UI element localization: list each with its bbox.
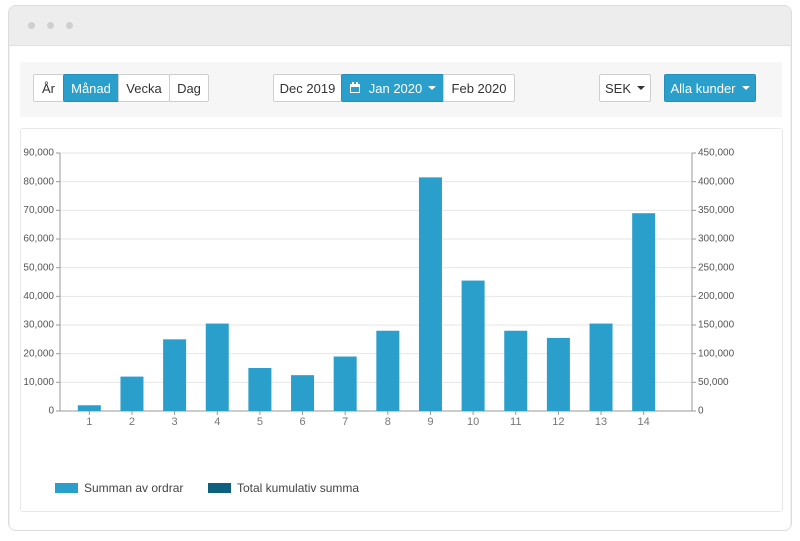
currency-label: SEK: [604, 80, 631, 96]
window-dot: [47, 22, 54, 29]
x-tick-label: 6: [299, 416, 305, 428]
x-tick-label: 4: [214, 416, 220, 428]
y-tick-label: 40,000: [23, 291, 54, 302]
bar: [589, 323, 613, 411]
y2-tick-label: 300,000: [698, 234, 735, 245]
bar: [163, 339, 187, 411]
bar: [205, 323, 229, 411]
customer-label: Alla kunder: [670, 80, 736, 96]
x-tick-label: 3: [172, 416, 178, 428]
y2-tick-label: 50,000: [698, 377, 729, 388]
title-bar: [9, 6, 791, 46]
legend-swatch: [208, 483, 231, 493]
bar: [333, 356, 357, 411]
legend-swatch: [55, 483, 78, 493]
period-button[interactable]: Dag: [169, 74, 209, 102]
y-tick-label: 80,000: [23, 176, 54, 187]
y2-tick-label: 150,000: [698, 320, 735, 331]
caret: [428, 86, 437, 90]
y2-tick-label: 250,000: [698, 262, 735, 273]
bar: [248, 368, 272, 411]
date-button[interactable]: Dec 2019: [273, 74, 342, 102]
y2-tick-label: 400,000: [698, 176, 735, 187]
x-tick-label: 14: [638, 416, 650, 428]
y2-tick-label: 0: [698, 406, 704, 417]
period-button[interactable]: Månad: [63, 74, 119, 102]
y2-tick-label: 450,000: [698, 148, 735, 159]
date-label: Jan 2020: [368, 80, 423, 96]
legend-label: Summan av ordrar: [84, 481, 183, 495]
bar: [77, 405, 101, 411]
y-tick-label: 70,000: [23, 205, 54, 216]
x-tick-label: 12: [552, 416, 564, 428]
bar: [120, 376, 144, 411]
x-tick-label: 7: [342, 416, 348, 428]
bar: [461, 280, 485, 411]
y-tick-label: 90,000: [23, 148, 54, 159]
customer-dropdown[interactable]: Alla kunder: [664, 74, 756, 102]
date-dropdown[interactable]: Jan 2020: [341, 74, 444, 102]
chart-panel: [20, 128, 783, 512]
y-tick-label: 50,000: [23, 262, 54, 273]
bar: [418, 177, 442, 411]
y-tick-label: 30,000: [23, 320, 54, 331]
y-tick-label: 60,000: [23, 234, 54, 245]
window-dot: [66, 22, 73, 29]
x-tick-label: 9: [427, 416, 433, 428]
x-tick-label: 1: [86, 416, 92, 428]
date-button[interactable]: Feb 2020: [443, 74, 515, 102]
bar: [632, 213, 656, 411]
bar: [291, 375, 315, 411]
x-tick-label: 5: [257, 416, 263, 428]
bar: [376, 330, 400, 411]
y2-tick-label: 200,000: [698, 291, 735, 302]
x-tick-label: 13: [595, 416, 607, 428]
x-tick-label: 2: [129, 416, 135, 428]
x-tick-label: 10: [467, 416, 479, 428]
y2-tick-label: 350,000: [698, 205, 735, 216]
x-tick-label: 8: [385, 416, 391, 428]
y2-tick-label: 100,000: [698, 348, 735, 359]
bar: [504, 330, 528, 411]
y-tick-label: 20,000: [23, 348, 54, 359]
bar: [546, 337, 570, 411]
x-tick-label: 11: [510, 416, 521, 428]
caret: [741, 86, 750, 90]
y-tick-label: 0: [48, 406, 54, 417]
legend-label: Total kumulativ summa: [237, 481, 359, 495]
y-tick-label: 10,000: [23, 377, 54, 388]
calendar-icon: [349, 82, 360, 93]
currency-dropdown[interactable]: SEK: [599, 74, 651, 102]
caret: [637, 86, 645, 90]
window-dot: [28, 22, 35, 29]
